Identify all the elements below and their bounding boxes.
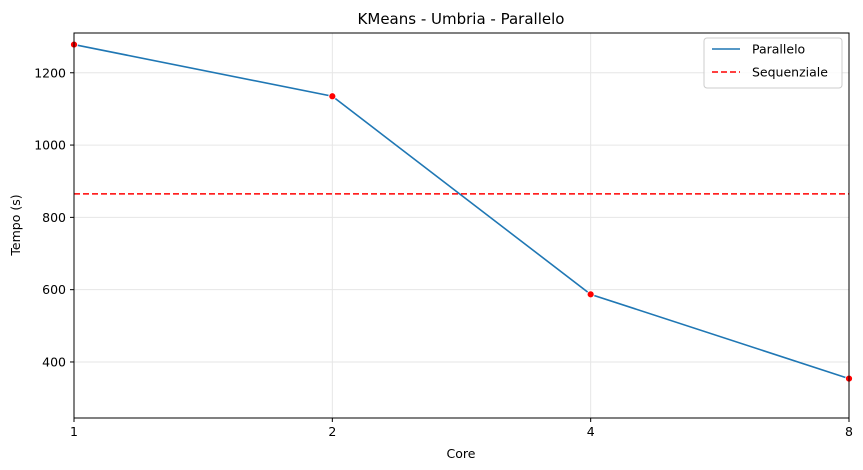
y-tick-label: 1000 — [34, 138, 66, 153]
x-tick-label: 1 — [70, 424, 78, 439]
x-tick-label: 2 — [328, 424, 336, 439]
data-point — [586, 290, 595, 299]
y-tick-label: 400 — [42, 354, 66, 369]
y-tick-label: 600 — [42, 282, 66, 297]
legend-box — [703, 37, 843, 89]
y-axis-label: Tempo (s) — [8, 194, 23, 256]
series-line-parallelo — [73, 43, 850, 380]
x-tick-label: 8 — [845, 424, 853, 439]
legend: Parallelo Sequenziale — [703, 37, 843, 89]
x-tick-label: 4 — [587, 424, 595, 439]
legend-label-parallelo: Parallelo — [752, 42, 805, 57]
axes-frame — [73, 32, 850, 419]
y-tick-label: 800 — [42, 210, 66, 225]
y-tick-label: 1200 — [34, 65, 66, 80]
legend-label-sequenziale: Sequenziale — [752, 65, 828, 80]
x-axis-label: Core — [447, 446, 476, 461]
chart-title: KMeans - Umbria - Parallelo — [358, 10, 565, 28]
data-point — [328, 92, 337, 101]
ticks: 1 2 4 8 400 600 800 1000 1200 — [34, 65, 853, 439]
